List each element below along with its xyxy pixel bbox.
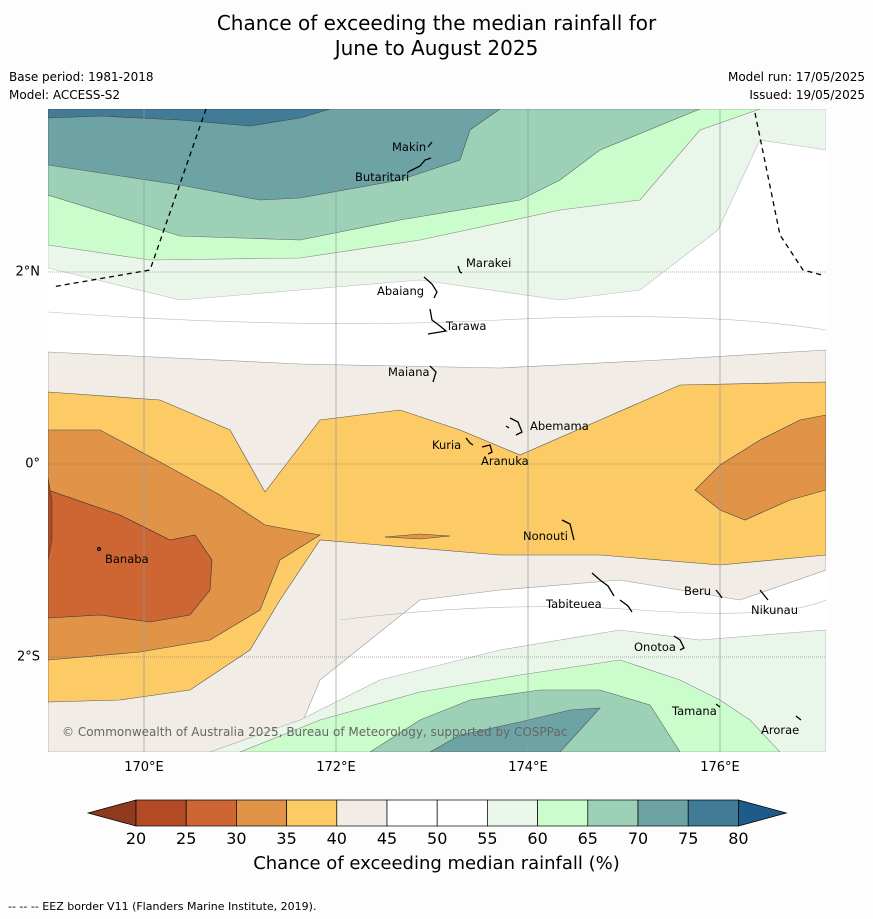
label-abaiang: Abaiang (377, 284, 424, 298)
island-tabiteuea (591, 572, 633, 613)
title-line-1: Chance of exceeding the median rainfall … (216, 11, 657, 35)
label-tamana: Tamana (671, 704, 717, 718)
colorbar-swatch (537, 799, 589, 827)
island-tamana (715, 703, 721, 708)
island-abemama (505, 417, 523, 436)
label-kuria: Kuria (432, 438, 461, 452)
colorbar-swatch (637, 799, 689, 827)
lon-label-170e: 170°E (124, 760, 164, 775)
map-title: Chance of exceeding the median rainfall … (0, 11, 873, 61)
island-arorae (795, 715, 802, 721)
contour-south (339, 599, 826, 621)
island-tarawa (427, 308, 448, 335)
island-makin (427, 141, 433, 148)
colorbar-tick-label: 20 (125, 829, 147, 848)
colorbar-swatch (487, 799, 538, 827)
colorbar-extend-low (86, 799, 137, 827)
lon-label-174e: 174°E (508, 760, 548, 775)
band-30-35-mid (384, 533, 451, 540)
band-20-25-edge (48, 477, 53, 561)
island-onotoa (673, 635, 685, 651)
colorbar-tick-label: 35 (276, 829, 297, 848)
island-labels: Makin Butaritari Marakei Abaiang Tarawa … (105, 140, 799, 737)
lon-label-172e: 172°E (316, 760, 356, 775)
issued-date: Issued: 19/05/2025 (749, 88, 865, 102)
label-banaba: Banaba (105, 552, 149, 566)
colorbar-swatch (336, 799, 388, 827)
label-butaritari: Butaritari (355, 170, 409, 184)
island-kuria (465, 437, 474, 446)
model-run: Model run: 17/05/2025 (727, 70, 865, 84)
footnote: -- -- -- EEZ border V11 (Flanders Marine… (8, 900, 317, 913)
island-maiana (429, 365, 437, 383)
label-abemama: Abemama (530, 419, 589, 433)
band-70-75-north (48, 109, 501, 201)
meta-left: Base period: 1981-2018 Model: ACCESS-S2 (9, 68, 154, 104)
colorbar (86, 799, 788, 827)
label-arorae: Arorae (761, 723, 799, 737)
colorbar-swatch (286, 799, 338, 827)
island-aranuka (481, 444, 493, 455)
band-35-40 (48, 381, 826, 703)
label-marakei: Marakei (466, 256, 511, 270)
colorbar-swatch (587, 799, 639, 827)
island-nikunau (759, 589, 769, 601)
model-name: Model: ACCESS-S2 (9, 88, 121, 102)
lon-label-176e: 176°E (700, 760, 740, 775)
lat-grid (48, 271, 826, 658)
colorbar-tick-label: 55 (477, 829, 498, 848)
colorbar-tick-label: 75 (678, 829, 699, 848)
copyright-text: © Commonwealth of Australia 2025, Bureau… (62, 725, 567, 739)
grid (143, 109, 721, 752)
colorbar-tick-label: 65 (577, 829, 598, 848)
colorbar-swatch (135, 799, 187, 827)
label-nikunau: Nikunau (751, 603, 798, 617)
island-butaritari (407, 157, 432, 173)
eez-border (51, 108, 823, 288)
island-beru (715, 589, 723, 599)
colorbar-swatch (185, 799, 237, 827)
colorbar-label: Chance of exceeding median rainfall (%) (253, 853, 620, 874)
band-75-80-north (48, 109, 331, 127)
map-canvas (48, 109, 826, 752)
island-banaba (96, 546, 102, 552)
lat-label-2s: 2°S (16, 649, 40, 665)
island-shapes (96, 141, 802, 721)
island-marakei (457, 265, 463, 274)
colorbar-swatch (236, 799, 287, 827)
label-makin: Makin (392, 140, 426, 154)
colorbar-tick-label: 50 (427, 829, 448, 848)
label-nonouti: Nonouti (523, 529, 568, 543)
colorbar-swatch (386, 799, 438, 827)
label-tabiteuea: Tabiteuea (545, 597, 602, 611)
colorbar-tick-label: 70 (627, 829, 649, 848)
title-line-2: June to August 2025 (334, 36, 539, 60)
band-25-30 (48, 489, 213, 623)
lat-label-2n: 2°N (15, 264, 41, 280)
colorbar-tick-label: 40 (326, 829, 347, 848)
label-aranuka: Aranuka (481, 454, 529, 468)
colorbar-swatch (687, 799, 739, 827)
colorbar-extend-high (738, 799, 788, 827)
lat-label-0: 0° (25, 456, 40, 472)
band-70-75-south (429, 707, 601, 752)
label-tarawa: Tarawa (445, 319, 486, 333)
colorbar-tick-label: 25 (176, 829, 197, 848)
colorbar-swatch (436, 799, 488, 827)
label-onotoa: Onotoa (634, 640, 676, 654)
label-beru: Beru (684, 584, 711, 598)
colorbar-tick-label: 45 (376, 829, 398, 848)
colorbar-tick-label: 80 (728, 829, 749, 848)
base-period: Base period: 1981-2018 (9, 70, 154, 84)
island-abaiang (423, 276, 438, 299)
colorbar-tick-label: 30 (226, 829, 247, 848)
band-30-35-east (694, 414, 826, 521)
island-nonouti (561, 519, 575, 541)
label-maiana: Maiana (388, 365, 430, 379)
contour-north (48, 311, 826, 331)
colorbar-tick-label: 60 (527, 829, 548, 848)
meta-right: Model run: 17/05/2025 Issued: 19/05/2025 (728, 68, 865, 104)
